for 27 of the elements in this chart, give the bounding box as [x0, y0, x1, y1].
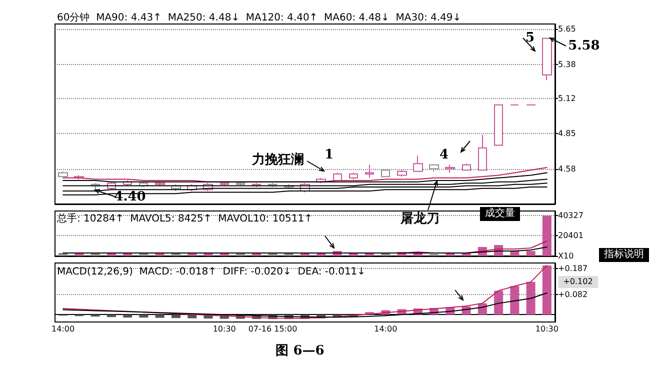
text: 5.58 [568, 38, 600, 54]
annotation: 4 [439, 148, 449, 162]
x-tick-label: 10:30 [212, 324, 236, 334]
chart-title: MACD(12,26,9) MACD: -0.018↑ DIFF: -0.020↓ DEA: -0.011↓ [57, 266, 366, 278]
annotation: 5 [525, 30, 535, 46]
y-tick-label: 5.12 [558, 94, 576, 103]
chart-title: 60分钟 MA90: 4.43↑ MA250: 4.48↓ MA120: 4.40↑ MA60: 4.48↓ MA30: 4.49↓ [57, 12, 462, 24]
y-tick-label: 20401 [558, 231, 584, 240]
chart-title: 总手: 10284↑ MAVOL5: 8425↑ MAVOL10: 10511↑ [56, 212, 313, 224]
y-tick-label: +0.082 [558, 290, 588, 299]
annotation: 1 [324, 148, 334, 162]
x-tick-label: 14:00 [52, 324, 75, 334]
x-tick-label: 07-16 15:00 [248, 324, 298, 334]
annotation: 成交量 [480, 207, 520, 221]
y-tick-label: 5.38 [558, 60, 576, 69]
y-tick-label: +0.187 [558, 264, 588, 274]
text: +0.102 [558, 276, 598, 288]
x-tick-label: 14:00 [374, 324, 398, 334]
y-tick-label: 40327 [558, 211, 584, 220]
y-tick-label: X10 [558, 252, 574, 260]
x-tick-label: 10:30 [535, 324, 558, 334]
y-tick-label: 4.85 [558, 129, 576, 138]
caption: 图 6—6 [276, 344, 324, 358]
annotation: 力挽狂澜 [251, 152, 304, 168]
y-tick-label: 5.65 [558, 24, 576, 34]
text: 指标说明 [599, 248, 649, 262]
y-tick-label: 4.58 [558, 164, 576, 174]
